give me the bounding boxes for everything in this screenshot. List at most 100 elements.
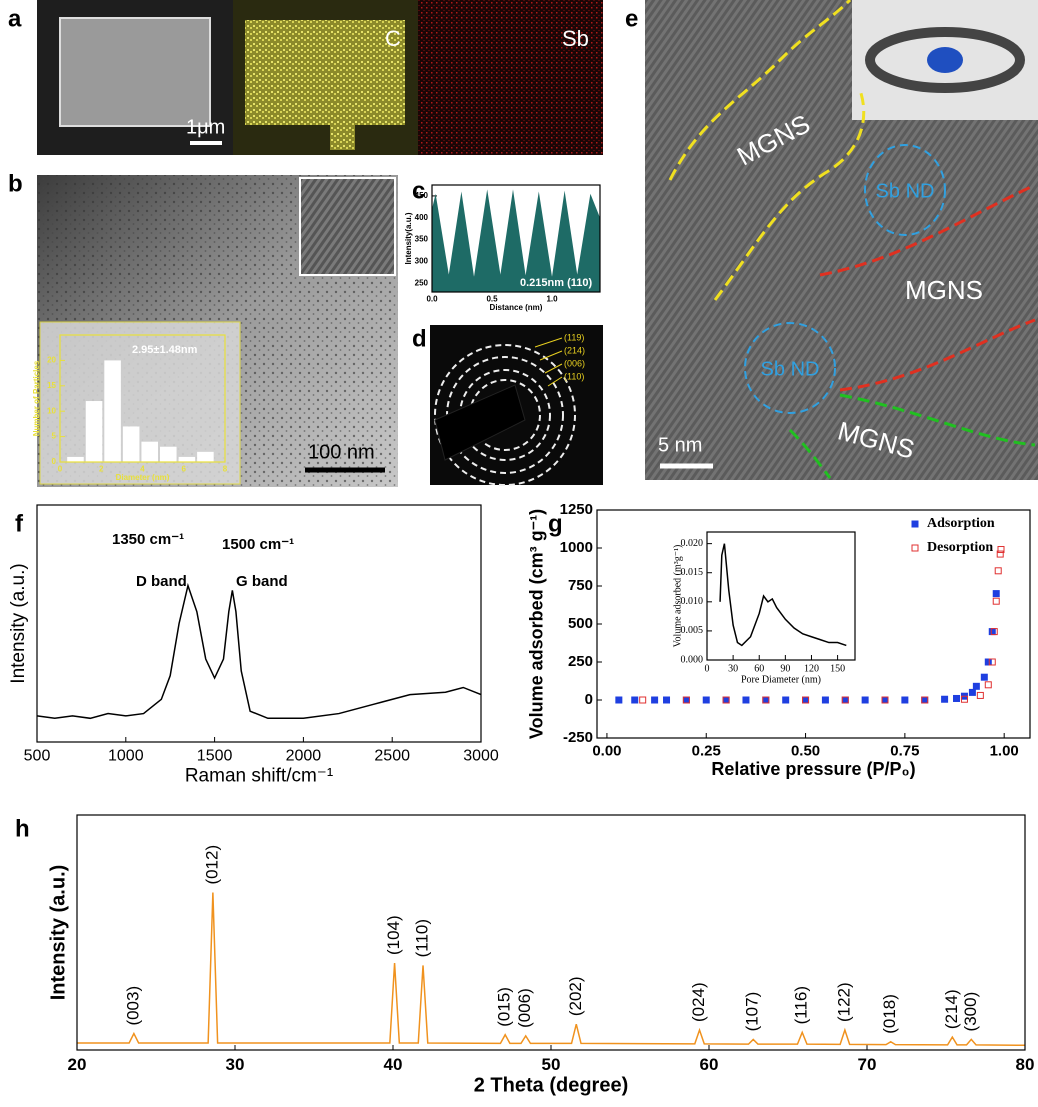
x-tick-label: 0: [58, 464, 63, 473]
x-tick-label: 0: [705, 663, 710, 674]
y-tick-label: 300: [415, 257, 429, 266]
x-tick-label: 60: [754, 663, 764, 674]
image-label: MGNS: [905, 275, 983, 305]
y-tick-label: 20: [47, 356, 56, 365]
bar: [141, 442, 158, 462]
annotation: G band: [236, 573, 288, 590]
panel-letter: h: [15, 815, 30, 842]
x-tick-label: 20: [68, 1055, 87, 1074]
y-tick-label: 350: [415, 235, 429, 244]
x-tick-label: 8: [223, 464, 228, 473]
x-tick-label: 120: [804, 663, 819, 674]
point: [632, 697, 638, 703]
y-tick-label: 500: [568, 615, 593, 632]
y-tick-label: 450: [415, 191, 429, 200]
image-label: 1μm: [186, 116, 225, 138]
plot: [37, 586, 481, 719]
y-tick-label: 0.015: [681, 567, 704, 578]
legend-marker: [912, 521, 918, 527]
x-tick-label: 0.00: [592, 742, 621, 759]
image-label: (110): [564, 371, 584, 381]
y-tick-label: 0: [52, 457, 57, 466]
point: [981, 674, 987, 680]
x-axis-label: Distance (nm): [490, 303, 543, 312]
y-tick-label: 15: [47, 381, 56, 390]
annotation: D band: [136, 573, 187, 590]
annotation: 1350 cm⁻¹: [112, 531, 184, 548]
image-label: Sb ND: [761, 358, 820, 380]
y-tick-label: 5: [52, 432, 57, 441]
y-axis-label: Intensity (a.u.): [8, 563, 29, 683]
point: [985, 659, 991, 665]
peak-label: (214): [942, 989, 961, 1029]
panel-letter: f: [15, 510, 24, 537]
panel-letter: a: [8, 5, 22, 32]
bar: [197, 452, 214, 462]
figure: a C Sb 1μm b 100 nm c d (119) (214) (006…: [0, 0, 1038, 1102]
point: [640, 697, 646, 703]
y-axis-label: Number of Particles: [32, 360, 41, 436]
image-label: Sb ND: [876, 180, 935, 202]
x-tick-label: 1.0: [546, 294, 558, 303]
x-tick-label: 2: [99, 464, 104, 473]
image-label: (214): [564, 345, 585, 355]
x-tick-label: 90: [780, 663, 790, 674]
peak-label: (104): [384, 915, 403, 955]
peak-label: (012): [202, 845, 221, 885]
x-tick-label: 2000: [286, 748, 322, 765]
image-label: (119): [564, 332, 584, 342]
x-axis-label: 2 Theta (degree): [474, 1075, 628, 1097]
peak-label: (107): [743, 992, 762, 1032]
bar: [67, 457, 84, 462]
x-tick-label: 150: [830, 663, 845, 674]
annotation: 2.95±1.48nm: [132, 344, 198, 356]
y-axis-label: Volume adsorbed (m³g⁻¹): [672, 545, 683, 648]
image-label: 100 nm: [308, 441, 375, 463]
bar: [160, 447, 177, 462]
y-tick-label: 0.000: [681, 654, 704, 665]
y-tick-label: 0.020: [681, 538, 704, 549]
x-tick-label: 0.5: [486, 294, 498, 303]
y-axis-label: Volume adsorbed (cm³ g⁻¹): [526, 509, 546, 739]
point: [683, 697, 689, 703]
point: [989, 629, 995, 635]
bar: [179, 457, 196, 462]
line: [37, 586, 481, 719]
y-tick-label: 250: [568, 653, 593, 670]
x-tick-label: 3000: [463, 748, 499, 765]
point: [973, 683, 979, 689]
peak-label: (018): [880, 994, 899, 1034]
annotation: 0.215nm (110): [520, 277, 592, 289]
peak-label: (300): [961, 992, 980, 1032]
image-label: 5 nm: [658, 434, 702, 456]
peak-label: (003): [123, 986, 142, 1026]
point: [763, 697, 769, 703]
y-axis-label: Intensity (a.u.): [47, 865, 69, 1001]
x-tick-label: 0.50: [791, 742, 820, 759]
x-tick-label: 0.0: [426, 294, 438, 303]
x-axis-label: Diameter (nm): [116, 473, 170, 482]
y-tick-label: 750: [568, 577, 593, 594]
point: [882, 697, 888, 703]
bar: [86, 401, 103, 462]
point: [985, 682, 991, 688]
y-tick-label: 1000: [560, 539, 593, 556]
x-axis-label: Raman shift/cm⁻¹: [185, 765, 333, 786]
point: [902, 697, 908, 703]
point: [743, 697, 749, 703]
panel-letter: b: [8, 170, 23, 197]
x-tick-label: 2500: [374, 748, 410, 765]
y-tick-label: 0: [585, 691, 593, 708]
point: [969, 689, 975, 695]
point: [922, 697, 928, 703]
image-label: Sb: [562, 26, 589, 51]
y-tick-label: -250: [563, 729, 593, 746]
y-axis-label: Intensity(a.u.): [404, 212, 413, 264]
point: [822, 697, 828, 703]
point: [664, 697, 670, 703]
bar: [104, 360, 121, 462]
peak-label: (202): [566, 976, 585, 1016]
point: [942, 696, 948, 702]
legend-label: Desorption: [927, 540, 993, 555]
